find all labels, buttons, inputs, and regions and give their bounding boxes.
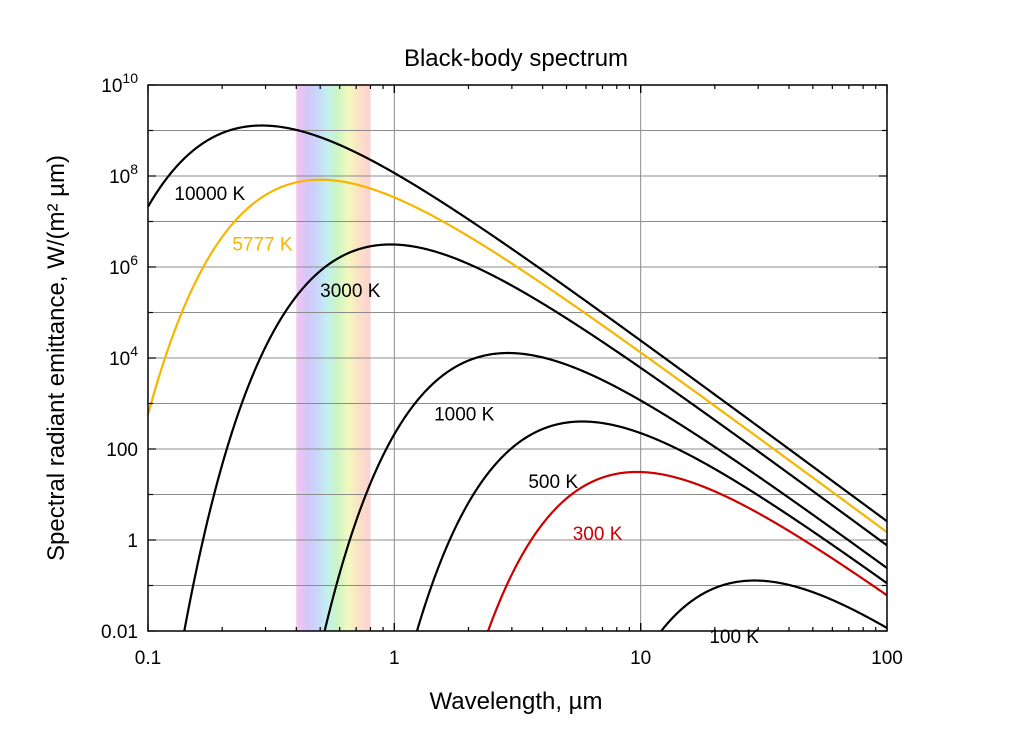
y-tick-label: 104 [109, 343, 138, 370]
y-tick-label: 0.01 [101, 622, 138, 643]
y-tick-label: 1010 [101, 70, 138, 97]
series-line [148, 178, 887, 534]
series-line [659, 579, 887, 631]
x-axis-label: Wavelength, µm [429, 688, 602, 715]
series-label: 300 K [573, 524, 623, 545]
x-tick-label: 10 [630, 648, 651, 669]
x-tick-labels: 0.1 1 10 100 [135, 648, 903, 669]
y-tick-label: 106 [109, 252, 138, 279]
series-line [323, 351, 887, 631]
chart-title: Black-body spectrum [404, 45, 628, 72]
series-line [148, 124, 887, 523]
y-axis-label: Spectral radiant emittance, W/(m² µm) [43, 155, 70, 561]
plot-area [147, 84, 888, 632]
series-label: 1000 K [434, 405, 495, 426]
series-line [486, 470, 887, 631]
x-tick-label: 100 [871, 648, 903, 669]
y-tick-label: 100 [106, 440, 138, 461]
series-line [183, 243, 887, 631]
series-label: 10000 K [174, 184, 245, 205]
y-tick-label: 1 [127, 531, 138, 552]
series-line [415, 420, 887, 631]
series-label: 100 K [709, 627, 759, 648]
y-tick-labels: 0.01 1 100 104 106 108 1010 [101, 70, 138, 643]
series-label: 500 K [528, 472, 578, 493]
y-tick-label: 108 [109, 161, 138, 188]
grid [148, 85, 887, 631]
curves [148, 124, 887, 631]
series-label: 3000 K [320, 281, 381, 302]
series-label: 5777 K [232, 235, 293, 256]
tick-marks [147, 84, 888, 632]
curve-labels: 10000 K 5777 K 3000 K 1000 K 500 K 300 K 100 K [174, 184, 759, 648]
x-tick-label: 0.1 [135, 648, 161, 669]
x-tick-label: 1 [389, 648, 400, 669]
